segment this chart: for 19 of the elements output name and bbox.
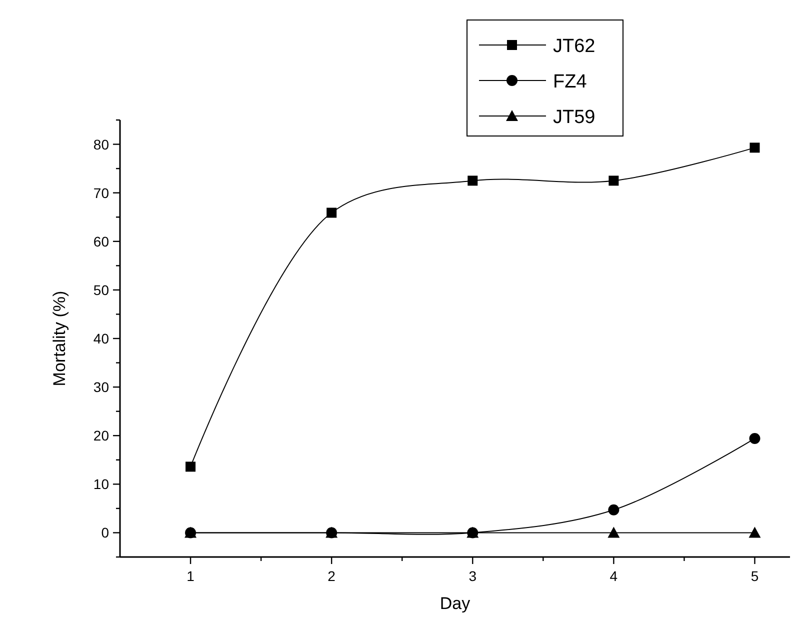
x-axis-title: Day xyxy=(440,594,471,613)
legend-label: JT62 xyxy=(553,36,596,57)
legend-label: FZ4 xyxy=(553,72,588,92)
y-tick-label: 40 xyxy=(93,330,110,346)
y-tick-label: 0 xyxy=(101,524,110,541)
x-tick-label: 1 xyxy=(186,568,195,584)
x-tick-label: 3 xyxy=(468,568,477,584)
x-tick-label: 5 xyxy=(750,568,759,584)
y-tick-label: 80 xyxy=(93,136,110,152)
y-tick-label: 50 xyxy=(93,282,110,298)
y-tick-label: 10 xyxy=(93,476,110,492)
y-tick-label: 20 xyxy=(93,428,110,444)
legend-label: JT59 xyxy=(553,107,596,128)
x-tick-label: 4 xyxy=(610,568,618,584)
y-tick-label: 60 xyxy=(93,233,110,250)
y-tick-label: 30 xyxy=(93,379,110,396)
x-tick-label: 2 xyxy=(328,568,336,584)
y-tick-label: 70 xyxy=(93,184,110,201)
y-axis-title: Mortality (%) xyxy=(50,290,69,386)
